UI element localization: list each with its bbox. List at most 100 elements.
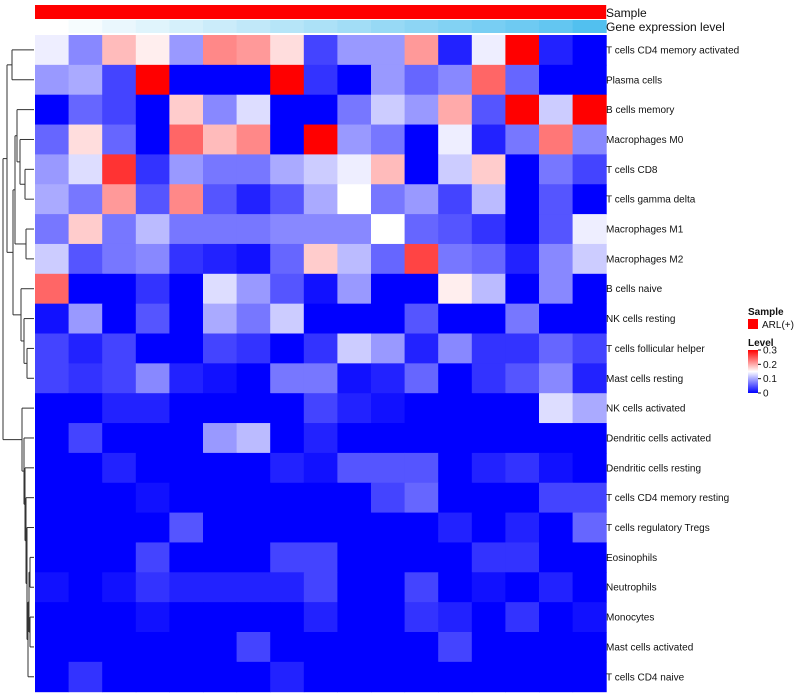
heatmap-cell xyxy=(203,94,238,126)
heatmap-cell xyxy=(135,35,170,66)
row-label: Macrophages M1 xyxy=(606,225,684,236)
heatmap-cell xyxy=(404,512,439,543)
heatmap-cell xyxy=(438,512,473,543)
row-label: B cells memory xyxy=(606,105,674,116)
heatmap-cell xyxy=(505,572,540,603)
heatmap-cell xyxy=(102,124,137,155)
heatmap-cell xyxy=(68,512,103,543)
heatmap-cell xyxy=(505,184,540,215)
heatmap-cell xyxy=(471,64,506,96)
heatmap-cell xyxy=(203,243,238,275)
annotation-gene-expression-cell xyxy=(102,20,137,33)
heatmap-cell xyxy=(404,482,439,514)
heatmap-cell xyxy=(337,632,372,663)
row-label: Macrophages M0 xyxy=(606,135,684,146)
heatmap-cell xyxy=(404,154,439,185)
heatmap-cell xyxy=(337,154,372,185)
heatmap-cell xyxy=(371,94,406,126)
heatmap-cell xyxy=(404,363,439,394)
heatmap-cell xyxy=(270,452,305,484)
heatmap-cell xyxy=(270,632,305,663)
heatmap-cell xyxy=(438,303,473,334)
heatmap-cell xyxy=(68,243,103,275)
heatmap-cell xyxy=(135,452,170,484)
annotation-gene-expression-cell xyxy=(35,20,70,33)
heatmap-cell xyxy=(371,363,406,394)
heatmap-cell xyxy=(102,154,137,185)
heatmap-cell xyxy=(337,482,372,514)
heatmap-cell xyxy=(169,482,204,514)
annotation-gene-expression-cell xyxy=(135,20,170,33)
heatmap-cell xyxy=(572,214,607,245)
annotation-gene-expression-cell xyxy=(270,20,305,33)
heatmap-cell xyxy=(303,333,338,364)
heatmap-cell xyxy=(102,64,137,96)
heatmap-cell xyxy=(572,243,607,275)
heatmap-cell xyxy=(203,363,238,394)
heatmap-cell xyxy=(572,423,607,454)
heatmap-cell xyxy=(35,35,70,66)
heatmap-cell xyxy=(102,333,137,364)
heatmap-cell xyxy=(371,661,406,693)
heatmap-cell xyxy=(404,542,439,573)
heatmap-cell xyxy=(203,393,238,424)
heatmap-cell xyxy=(270,393,305,424)
heatmap-cell xyxy=(572,632,607,663)
heatmap-cell xyxy=(169,602,204,633)
heatmap-cell xyxy=(68,393,103,424)
heatmap-cell xyxy=(135,184,170,215)
heatmap-cell xyxy=(35,363,70,394)
legend: Sample ARL(+) Level 0.3 0.2 0.1 0 xyxy=(748,307,794,400)
annotation-sample-bar xyxy=(35,5,607,19)
heatmap-cell xyxy=(135,572,170,603)
heatmap-cell xyxy=(438,393,473,424)
heatmap-cell xyxy=(169,423,204,454)
heatmap-cell xyxy=(337,94,372,126)
heatmap-cell xyxy=(505,64,540,96)
heatmap-cell xyxy=(270,333,305,364)
row-label: Mast cells activated xyxy=(606,642,693,653)
heatmap-cell xyxy=(236,452,271,484)
heatmap-cell xyxy=(539,542,574,573)
heatmap-cell xyxy=(539,35,574,66)
heatmap-cell xyxy=(135,94,170,126)
heatmap-cell xyxy=(135,482,170,514)
heatmap-cell xyxy=(270,184,305,215)
row-label: Mast cells resting xyxy=(606,374,683,385)
heatmap-cell xyxy=(371,482,406,514)
heatmap-cell xyxy=(404,303,439,334)
heatmap-cell xyxy=(337,452,372,484)
row-label: Macrophages M2 xyxy=(606,254,684,265)
heatmap-cell xyxy=(236,512,271,543)
heatmap-cell xyxy=(438,94,473,126)
heatmap-cell xyxy=(169,512,204,543)
heatmap-cell xyxy=(471,243,506,275)
heatmap-cell xyxy=(371,64,406,96)
heatmap-cell xyxy=(404,393,439,424)
heatmap-cell xyxy=(68,154,103,185)
annotation-gene-expression-cell xyxy=(68,20,103,33)
heatmap-cell xyxy=(169,124,204,155)
heatmap-cell xyxy=(68,333,103,364)
heatmap-cell xyxy=(572,542,607,573)
heatmap-cell xyxy=(270,661,305,693)
heatmap-cell xyxy=(337,512,372,543)
row-label: Eosinophils xyxy=(606,553,657,564)
heatmap-cell xyxy=(102,452,137,484)
heatmap-cell xyxy=(572,452,607,484)
heatmap-cell xyxy=(169,542,204,573)
heatmap-cell xyxy=(539,184,574,215)
heatmap-cell xyxy=(438,602,473,633)
heatmap-cell xyxy=(471,154,506,185)
heatmap-cell xyxy=(135,273,170,305)
heatmap-cell xyxy=(102,482,137,514)
heatmap-cell xyxy=(438,154,473,185)
heatmap-cell xyxy=(68,423,103,454)
heatmap-cell xyxy=(505,661,540,693)
heatmap-cell xyxy=(270,154,305,185)
annotation-gene-expression-cell xyxy=(303,20,338,33)
heatmap-cell xyxy=(135,64,170,96)
heatmap-cell xyxy=(135,154,170,185)
heatmap-cell xyxy=(236,572,271,603)
heatmap-cell xyxy=(337,124,372,155)
